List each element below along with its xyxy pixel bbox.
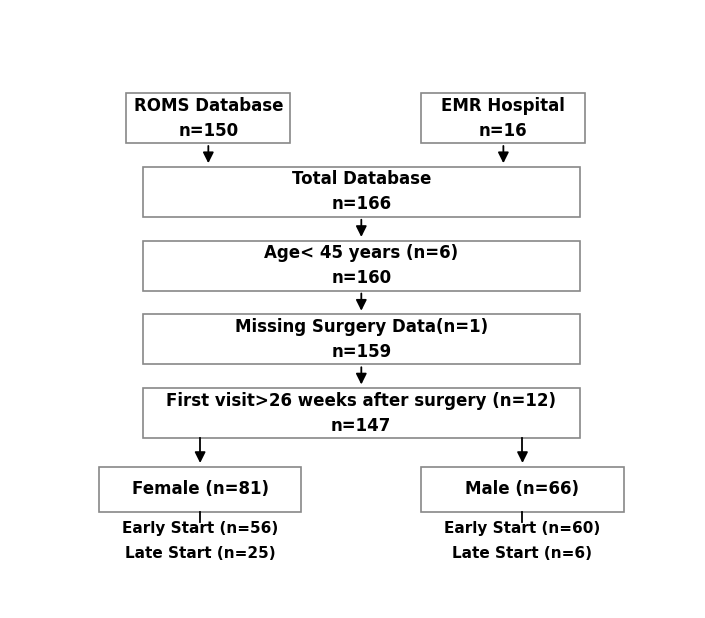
- FancyBboxPatch shape: [422, 93, 585, 143]
- FancyBboxPatch shape: [142, 388, 580, 438]
- Text: Total Database
n=166: Total Database n=166: [292, 171, 431, 213]
- FancyBboxPatch shape: [142, 240, 580, 290]
- Text: Age< 45 years (n=6)
n=160: Age< 45 years (n=6) n=160: [264, 244, 458, 287]
- Text: Early Start (n=56)
Late Start (n=25): Early Start (n=56) Late Start (n=25): [122, 522, 278, 561]
- FancyBboxPatch shape: [422, 467, 624, 512]
- Text: EMR Hospital
n=16: EMR Hospital n=16: [441, 96, 565, 140]
- FancyBboxPatch shape: [99, 467, 301, 512]
- FancyBboxPatch shape: [142, 167, 580, 217]
- Text: ROMS Database
n=150: ROMS Database n=150: [133, 96, 283, 140]
- Text: Female (n=81): Female (n=81): [132, 480, 269, 498]
- Text: Missing Surgery Data(n=1)
n=159: Missing Surgery Data(n=1) n=159: [235, 318, 488, 361]
- Text: Male (n=66): Male (n=66): [465, 480, 580, 498]
- Text: First visit>26 weeks after surgery (n=12)
n=147: First visit>26 weeks after surgery (n=12…: [166, 392, 556, 434]
- Text: Early Start (n=60)
Late Start (n=6): Early Start (n=60) Late Start (n=6): [444, 522, 601, 561]
- FancyBboxPatch shape: [126, 93, 290, 143]
- FancyBboxPatch shape: [142, 315, 580, 365]
